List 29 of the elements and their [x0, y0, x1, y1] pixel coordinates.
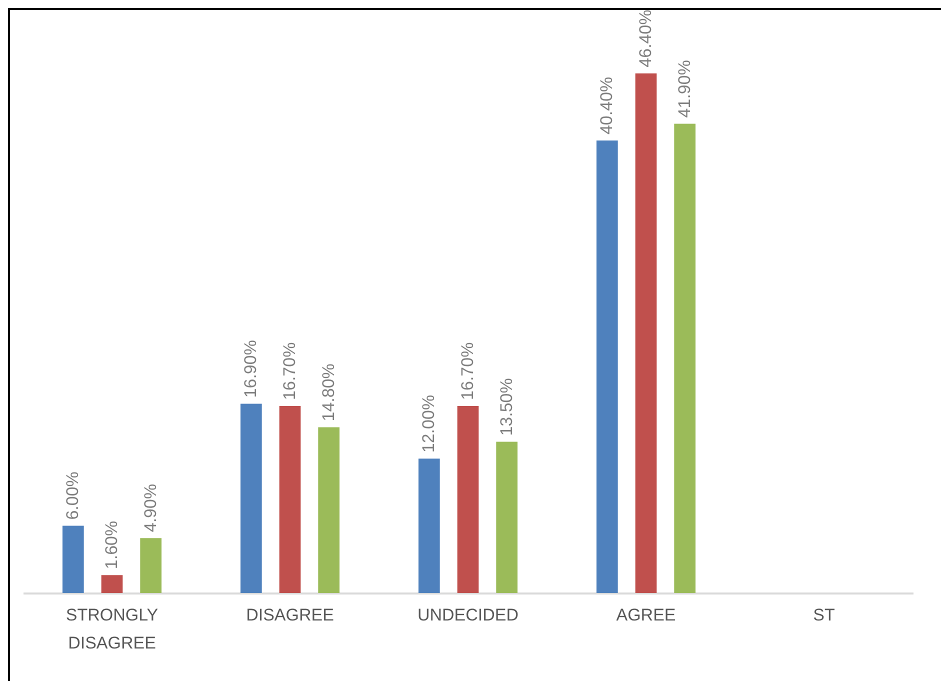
data-label: 16.70% — [280, 342, 299, 400]
bar — [457, 406, 479, 593]
x-tick-label: ST — [813, 606, 835, 624]
x-tick-label: STRONGLY DISAGREE — [66, 606, 158, 652]
data-label: 16.70% — [458, 342, 477, 400]
bar — [62, 526, 84, 593]
bar — [635, 73, 657, 593]
bar — [496, 442, 518, 593]
data-label: 40.40% — [597, 76, 616, 135]
data-label: 4.90% — [140, 484, 160, 532]
x-tick-label: DISAGREE — [246, 606, 334, 624]
bar — [596, 140, 618, 593]
data-label: 13.50% — [496, 378, 516, 436]
data-label: 12.00% — [419, 394, 438, 453]
data-label: 1.60% — [102, 520, 121, 570]
bar — [318, 427, 340, 593]
data-label: 16.90% — [241, 340, 260, 398]
x-tick-label: UNDECIDED — [417, 606, 519, 624]
data-label: 46.40% — [636, 10, 655, 68]
bar — [418, 458, 440, 593]
data-label: 14.80% — [318, 364, 338, 422]
data-label: 6.00% — [63, 472, 82, 520]
bar — [279, 406, 301, 593]
bar — [240, 404, 262, 593]
bar — [674, 124, 696, 593]
bar — [140, 538, 162, 593]
bar — [101, 575, 123, 593]
data-label: 41.90% — [674, 60, 694, 118]
x-tick-label: AGREE — [616, 606, 676, 624]
